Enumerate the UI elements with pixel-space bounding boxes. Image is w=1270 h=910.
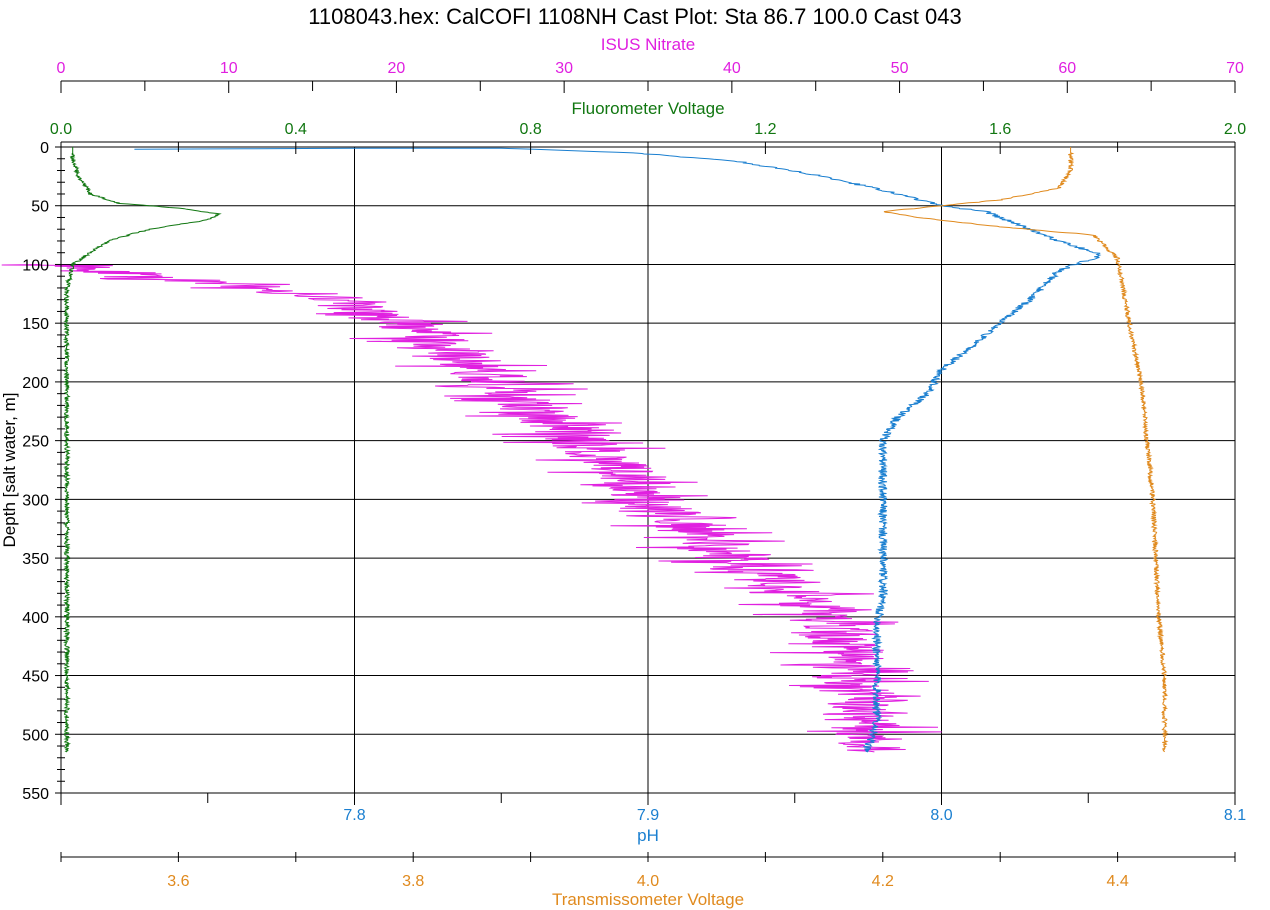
y-tick-label: 100: [22, 257, 49, 274]
series-layer: [1, 147, 1169, 753]
y-tick-label: 50: [31, 199, 49, 216]
y-tick-label: 500: [22, 727, 49, 744]
nitrate-tick-label: 50: [891, 60, 909, 77]
fluor-tick-label: 2.0: [1224, 121, 1246, 138]
y-tick-label: 450: [22, 669, 49, 686]
fluor-tick-label: 0.4: [285, 121, 307, 138]
trans-tick-label: 3.6: [167, 873, 189, 890]
nitrate-tick-label: 10: [220, 60, 238, 77]
trans-axis-title: Transmissometer Voltage: [552, 890, 744, 909]
fluor-tick-label: 1.6: [989, 121, 1011, 138]
y-tick-label: 350: [22, 551, 49, 568]
fluor-tick-label: 1.2: [754, 121, 776, 138]
trans-tick-label: 4.0: [637, 873, 659, 890]
nitrate-tick-label: 20: [388, 60, 406, 77]
nitrate-tick-label: 40: [723, 60, 741, 77]
series-line-trans: [883, 147, 1169, 753]
trans-tick-label: 4.4: [1106, 873, 1128, 890]
series-line-ph: [134, 147, 1102, 753]
ph-tick-label: 8.1: [1224, 807, 1246, 824]
ph-tick-label: 7.9: [637, 807, 659, 824]
fluor-axis-title: Fluorometer Voltage: [571, 99, 724, 118]
y-tick-label: 200: [22, 375, 49, 392]
y-tick-label: 550: [22, 786, 49, 803]
trans-tick-label: 4.2: [872, 873, 894, 890]
y-tick-label: 0: [40, 140, 49, 157]
ph-tick-label: 8.0: [930, 807, 952, 824]
y-tick-label: 150: [22, 316, 49, 333]
chart-title: 1108043.hex: CalCOFI 1108NH Cast Plot: S…: [308, 4, 961, 29]
nitrate-tick-label: 0: [57, 60, 66, 77]
y-tick-label: 300: [22, 492, 49, 509]
ph-axis-title: pH: [637, 826, 659, 845]
y-axis-label: Depth [salt water, m]: [0, 393, 19, 548]
trans-tick-label: 3.8: [402, 873, 424, 890]
ph-tick-label: 7.8: [343, 807, 365, 824]
nitrate-axis-title: ISUS Nitrate: [601, 35, 695, 54]
nitrate-tick-label: 60: [1058, 60, 1076, 77]
y-tick-label: 400: [22, 610, 49, 627]
nitrate-tick-label: 30: [555, 60, 573, 77]
series-line-nitrate: [1, 264, 942, 753]
fluor-tick-label: 0.8: [519, 121, 541, 138]
grid: [61, 146, 1235, 794]
y-tick-label: 250: [22, 434, 49, 451]
nitrate-tick-label: 70: [1226, 60, 1244, 77]
fluor-tick-label: 0.0: [50, 121, 72, 138]
series-line-fluor: [62, 147, 222, 753]
